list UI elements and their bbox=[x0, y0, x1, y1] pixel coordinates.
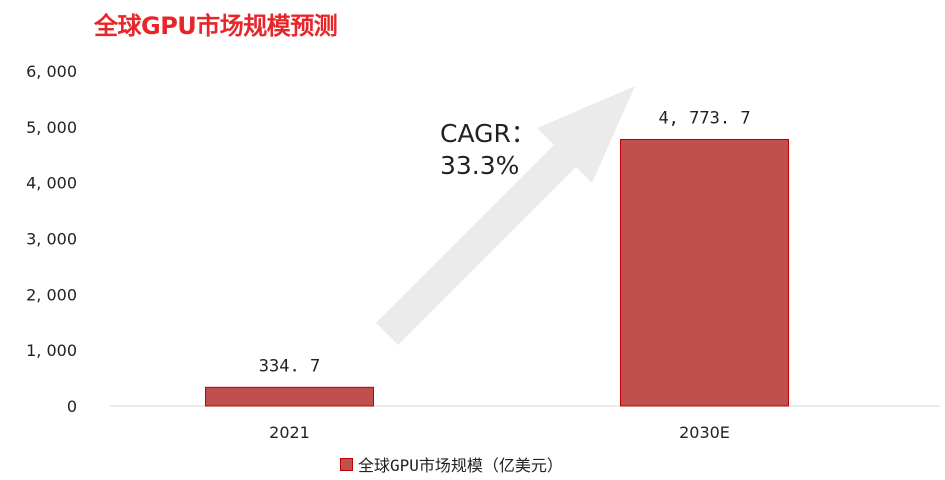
legend: 全球GPU市场规模（亿美元） bbox=[340, 452, 563, 476]
cagr-value: 33.3% bbox=[440, 151, 519, 180]
x-axis: 2021 2030E bbox=[269, 423, 730, 442]
y-tick-label: 3, 000 bbox=[26, 230, 77, 249]
y-axis: 0 1, 000 2, 000 3, 000 4, 000 5, 000 6, 000 bbox=[26, 62, 77, 416]
growth-arrow-icon bbox=[376, 86, 635, 345]
x-tick-label: 2021 bbox=[269, 423, 310, 442]
y-tick-label: 4, 000 bbox=[26, 174, 77, 193]
bar-series: 334. 7 4, 773. 7 bbox=[205, 108, 789, 407]
chart-title: 全球GPU市场规模预测 bbox=[94, 12, 338, 40]
legend-swatch bbox=[340, 457, 353, 471]
data-label: 334. 7 bbox=[259, 356, 320, 376]
data-label: 4, 773. 7 bbox=[658, 108, 750, 128]
legend-label: 全球GPU市场规模（亿美元） bbox=[358, 456, 563, 475]
x-tick-label: 2030E bbox=[679, 423, 730, 442]
bar bbox=[620, 138, 789, 407]
y-tick-label: 2, 000 bbox=[26, 285, 77, 304]
bar bbox=[205, 386, 374, 407]
y-tick-label: 0 bbox=[67, 397, 77, 416]
y-tick-label: 5, 000 bbox=[26, 118, 77, 137]
cagr-label: CAGR： bbox=[440, 119, 536, 148]
y-tick-label: 1, 000 bbox=[26, 341, 77, 360]
y-tick-label: 6, 000 bbox=[26, 62, 77, 81]
